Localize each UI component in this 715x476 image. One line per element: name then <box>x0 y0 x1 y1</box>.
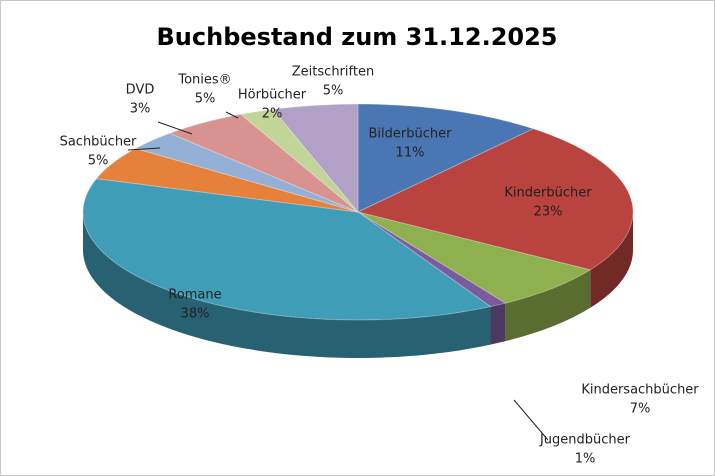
slice-value-label: 2% <box>262 107 283 122</box>
slice-label: Jugendbücher <box>539 433 631 448</box>
slice-label: Sachbücher <box>60 135 137 150</box>
slice <box>272 103 359 214</box>
leader-line <box>513 399 549 441</box>
slice-label: Zeitschriften <box>292 65 374 80</box>
slice <box>134 132 359 213</box>
slice-label: Kindersachbücher <box>581 383 699 398</box>
slice-side <box>490 303 506 345</box>
slice-value-label: 5% <box>195 92 216 107</box>
slice <box>357 103 535 213</box>
slice <box>357 211 592 304</box>
slice-side <box>83 212 491 358</box>
slice-side <box>590 212 633 308</box>
slice-value-label: 1% <box>575 452 596 467</box>
slice-label: DVD <box>126 83 155 98</box>
slice-label: Kinderbücher <box>504 186 592 201</box>
slice-value-label: 38% <box>181 307 210 322</box>
slice <box>356 128 634 271</box>
slice <box>239 108 359 213</box>
slice <box>95 147 359 213</box>
leader-line <box>225 111 239 119</box>
slice-side <box>505 269 591 342</box>
slice-value-label: 5% <box>88 154 109 169</box>
slice-value-label: 11% <box>396 146 425 161</box>
slice-label: Bilderbücher <box>369 127 453 142</box>
slice-label: Tonies® <box>177 73 231 88</box>
slice <box>357 211 507 308</box>
slice-value-label: 7% <box>630 402 651 417</box>
slice-label: Hörbücher <box>238 88 307 103</box>
chart-title: Buchbestand zum 31.12.2025 <box>157 23 558 51</box>
slice <box>82 178 492 321</box>
slice-label: Romane <box>168 288 221 303</box>
leader-line <box>157 121 193 135</box>
slice <box>168 113 359 213</box>
slice-value-label: 23% <box>534 205 563 220</box>
slice-value-label: 5% <box>323 84 344 99</box>
leader-line <box>127 147 161 151</box>
slice-value-label: 3% <box>130 102 151 117</box>
